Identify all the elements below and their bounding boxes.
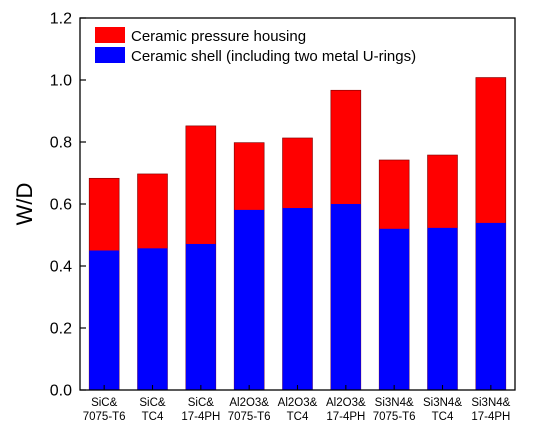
y-tick-label: 0.6	[50, 197, 72, 214]
x-category-label: 7075-T6	[83, 411, 126, 423]
x-category-label: Si3N4&	[471, 397, 510, 409]
x-category-label: Si3N4&	[423, 397, 462, 409]
x-category-label: SiC&	[188, 397, 215, 409]
y-axis: 0.0 0.2 0.4 0.6 0.8 1.0 1.2	[50, 11, 86, 400]
legend-swatch-ceramic-shell	[95, 47, 125, 63]
x-category-label: 17-4PH	[181, 411, 220, 423]
x-category-label: TC4	[432, 411, 454, 423]
legend-label-ceramic-shell: Ceramic shell (including two metal U-rin…	[131, 48, 416, 65]
x-category-label: Al2O3&	[326, 397, 366, 409]
x-category-label: 17-4PH	[326, 411, 365, 423]
x-category-label: Si3N4&	[375, 397, 414, 409]
x-category-label: TC4	[287, 411, 309, 423]
bar-ceramic-shell	[379, 228, 410, 390]
x-category-label: SiC&	[139, 397, 166, 409]
bar-ceramic-shell	[185, 243, 216, 390]
bar-ceramic-shell	[330, 204, 361, 390]
bar-ceramic-shell	[234, 209, 265, 390]
x-category-label: 17-4PH	[471, 411, 510, 423]
y-tick-label: 0.8	[50, 135, 72, 152]
x-category-label: 7075-T6	[373, 411, 416, 423]
bar-ceramic-shell	[137, 248, 168, 390]
legend-swatch-pressure-housing	[95, 27, 125, 43]
y-tick-label: 1.2	[50, 11, 72, 28]
x-category-label: 7075-T6	[228, 411, 271, 423]
x-category-label: TC4	[142, 411, 164, 423]
x-category-label: Al2O3&	[278, 397, 318, 409]
bars-layer	[88, 77, 507, 391]
bar-ceramic-shell	[475, 222, 506, 390]
plot-frame	[79, 17, 516, 391]
x-category-label: SiC&	[91, 397, 118, 409]
legend-label-pressure-housing: Ceramic pressure housing	[131, 28, 306, 45]
bar-ceramic-shell	[282, 208, 313, 390]
x-category-label: Al2O3&	[229, 397, 269, 409]
y-tick-label: 1.0	[50, 73, 72, 90]
y-axis-label: W/D	[12, 183, 37, 226]
x-axis: SiC&7075-T6 SiC&TC4 SiC&17-4PH Al2O3&7075-T…	[83, 385, 511, 423]
bar-ceramic-shell	[427, 227, 458, 390]
y-tick-label: 0.0	[50, 383, 72, 400]
y-tick-label: 0.4	[50, 259, 72, 276]
bar-ceramic-shell	[89, 250, 120, 390]
legend: Ceramic pressure housing Ceramic shell (…	[95, 27, 416, 65]
y-tick-label: 0.2	[50, 321, 72, 338]
